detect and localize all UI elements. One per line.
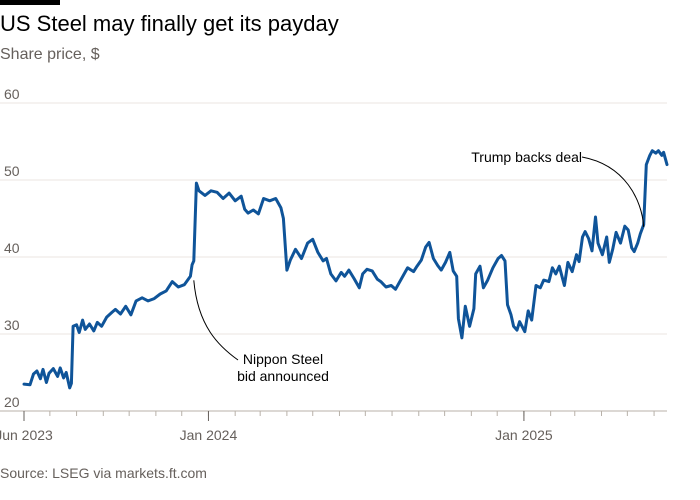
annotation-trump-label: Trump backs deal <box>471 149 582 165</box>
x-tick-label: Jun 2023 <box>0 427 53 443</box>
annotation-connector <box>581 156 645 228</box>
y-tick-label: 20 <box>4 394 20 410</box>
annotation-connector <box>193 280 239 361</box>
source-note: Source: LSEG via markets.ft.com <box>0 465 207 481</box>
y-tick-label: 30 <box>4 317 20 333</box>
chart-subtitle: Share price, $ <box>0 46 100 63</box>
chart-title: US Steel may finally get its payday <box>0 11 339 36</box>
share-price-line <box>22 149 669 390</box>
x-tick-label: Jan 2024 <box>180 427 238 443</box>
y-tick-label: 60 <box>4 86 20 102</box>
y-tick-label: 40 <box>4 240 20 256</box>
annotation-nippon-label: Nippon Steel <box>243 351 323 367</box>
y-tick-label: 50 <box>4 163 20 179</box>
annotation-nippon-label: bid announced <box>237 368 329 384</box>
x-tick-label: Jan 2025 <box>495 427 553 443</box>
brand-bar <box>0 0 60 5</box>
